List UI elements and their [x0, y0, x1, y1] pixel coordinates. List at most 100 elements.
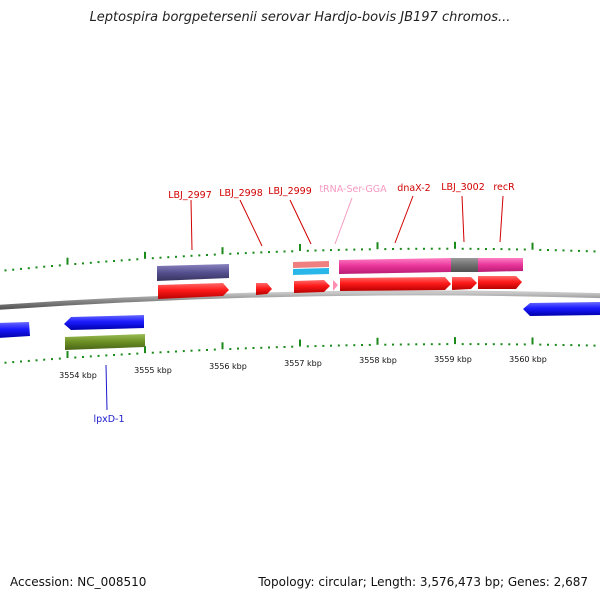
gene-arrow-minus-right-edge — [523, 302, 600, 316]
major-tick — [376, 242, 379, 250]
minor-tick — [461, 343, 464, 346]
minor-tick — [384, 343, 387, 346]
minor-tick — [361, 248, 363, 251]
minor-tick — [399, 247, 402, 250]
minor-tick — [128, 353, 131, 355]
major-tick — [221, 247, 224, 255]
minor-tick — [523, 343, 526, 346]
minor-tick — [446, 343, 449, 346]
minor-tick — [268, 251, 270, 254]
gene-label-recr: recR — [493, 182, 515, 193]
minor-tick — [485, 343, 487, 346]
minor-tick — [585, 344, 588, 347]
gene-label-lbj-2999: LBJ_2999 — [268, 186, 312, 197]
upper-tick-track — [4, 241, 596, 272]
minor-tick — [120, 259, 123, 262]
minor-tick — [578, 249, 580, 252]
major-tick — [531, 337, 534, 345]
minor-tick — [252, 251, 255, 254]
gene-label-lbj-3002: LBJ_3002 — [441, 182, 485, 193]
minor-tick — [593, 250, 596, 253]
minor-tick — [562, 249, 565, 252]
minor-tick — [415, 247, 418, 250]
minor-tick — [237, 347, 239, 350]
minor-tick — [252, 347, 255, 349]
minor-tick — [485, 248, 487, 250]
minor-tick — [35, 359, 38, 362]
minor-tick — [492, 343, 495, 346]
gene-label-lpxd-1: lpxD-1 — [93, 414, 124, 425]
minor-tick — [167, 256, 170, 259]
minor-tick — [20, 267, 22, 270]
gene-label-lbj-2997: LBJ_2997 — [168, 190, 212, 201]
minor-tick — [361, 344, 363, 346]
minor-tick — [430, 247, 433, 250]
minor-tick — [151, 351, 154, 354]
minor-tick — [554, 343, 557, 346]
minor-tick — [74, 356, 77, 359]
minor-tick — [167, 350, 170, 353]
major-tick — [299, 339, 301, 347]
minor-tick — [244, 252, 247, 255]
minor-tick — [477, 247, 480, 250]
minor-tick — [58, 264, 61, 267]
minor-tick — [446, 247, 449, 250]
major-tick — [454, 337, 456, 345]
minor-tick — [105, 260, 108, 263]
feature-bar-purple — [157, 264, 229, 281]
minor-tick — [500, 343, 503, 346]
minor-tick — [392, 343, 394, 346]
minor-tick — [27, 267, 30, 270]
minor-tick — [516, 248, 518, 251]
minor-tick — [477, 343, 480, 346]
minor-tick — [198, 349, 201, 352]
minor-tick — [260, 251, 263, 254]
minor-tick — [229, 252, 232, 255]
leader-line-recr — [499, 195, 504, 243]
gene-arrow-minus-lpxd-region — [64, 315, 144, 330]
minor-tick — [151, 257, 154, 260]
minor-tick — [27, 359, 30, 362]
minor-tick — [260, 346, 263, 349]
map-title: Leptospira borgpetersenii serovar Hardjo… — [89, 10, 511, 25]
minor-tick — [578, 344, 580, 347]
minor-tick — [469, 247, 472, 250]
minor-tick — [275, 346, 278, 349]
minor-tick — [500, 248, 503, 251]
minor-tick — [539, 248, 542, 251]
minor-tick — [97, 261, 100, 264]
minor-tick — [136, 352, 139, 355]
axis-label-3560: 3560 kbp — [509, 355, 547, 364]
minor-tick — [423, 247, 425, 250]
minor-tick — [415, 343, 418, 346]
major-tick — [376, 337, 379, 345]
lower-tick-track — [4, 337, 596, 364]
minor-tick — [159, 351, 162, 354]
minor-tick — [58, 357, 61, 360]
minor-tick — [353, 248, 356, 251]
minor-tick — [237, 252, 239, 255]
major-tick — [299, 244, 301, 251]
minor-tick — [175, 350, 177, 353]
minor-tick — [585, 250, 588, 253]
minor-tick — [539, 343, 542, 346]
minor-tick — [430, 343, 433, 346]
gene-arrow-lbj-2998 — [256, 283, 272, 295]
minor-tick — [291, 250, 294, 253]
feature-bar-cyan — [293, 268, 329, 275]
gene-arrow-lbj-2999 — [294, 280, 330, 293]
feature-bar-salmon — [293, 261, 329, 268]
minor-tick — [291, 345, 294, 348]
minor-tick — [570, 249, 573, 252]
gene-label-trna-ser-gga: tRNA-Ser-GGA — [319, 184, 387, 195]
major-tick — [144, 346, 146, 354]
axis-label-3555: 3555 kbp — [134, 366, 172, 375]
major-tick — [454, 241, 456, 249]
minor-tick — [322, 249, 325, 252]
axis-label-3554: 3554 kbp — [59, 371, 97, 380]
minor-tick — [492, 248, 495, 250]
leader-line-lpxd-1 — [105, 364, 108, 411]
minor-tick — [562, 344, 565, 346]
accession-text: Accession: NC_008510 — [10, 575, 147, 589]
minor-tick — [407, 343, 410, 346]
